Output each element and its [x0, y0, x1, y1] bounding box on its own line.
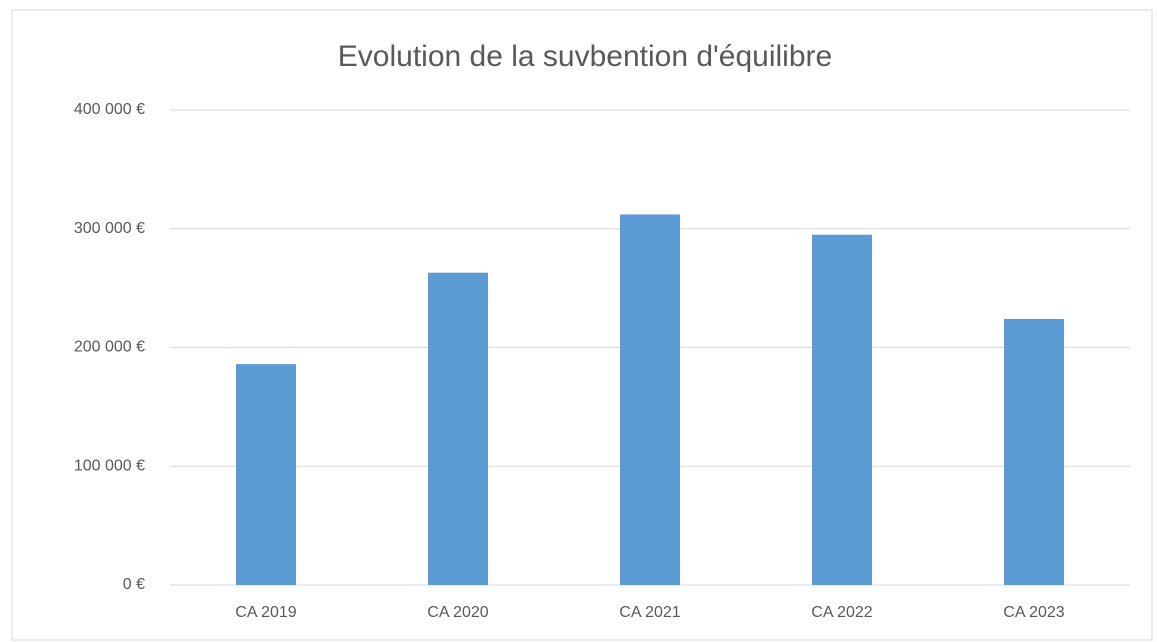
- x-tick-label: CA 2021: [619, 604, 680, 621]
- x-tick-label: CA 2019: [235, 604, 296, 621]
- y-tick-label: 0 €: [123, 576, 145, 593]
- bar: [812, 234, 872, 585]
- x-tick-label: CA 2020: [427, 604, 488, 621]
- chart-title: Evolution de la suvbention d'équilibre: [338, 40, 832, 73]
- x-tick-label: CA 2022: [811, 604, 872, 621]
- bar: [620, 214, 680, 585]
- bar: [236, 364, 296, 585]
- chart-frame: [11, 9, 1153, 641]
- bar: [1004, 319, 1064, 585]
- bar: [428, 272, 488, 585]
- x-tick-label: CA 2023: [1003, 604, 1064, 621]
- y-tick-label: 100 000 €: [74, 457, 145, 474]
- y-tick-label: 200 000 €: [74, 339, 145, 356]
- y-tick-label: 400 000 €: [74, 101, 145, 118]
- y-tick-label: 300 000 €: [74, 220, 145, 237]
